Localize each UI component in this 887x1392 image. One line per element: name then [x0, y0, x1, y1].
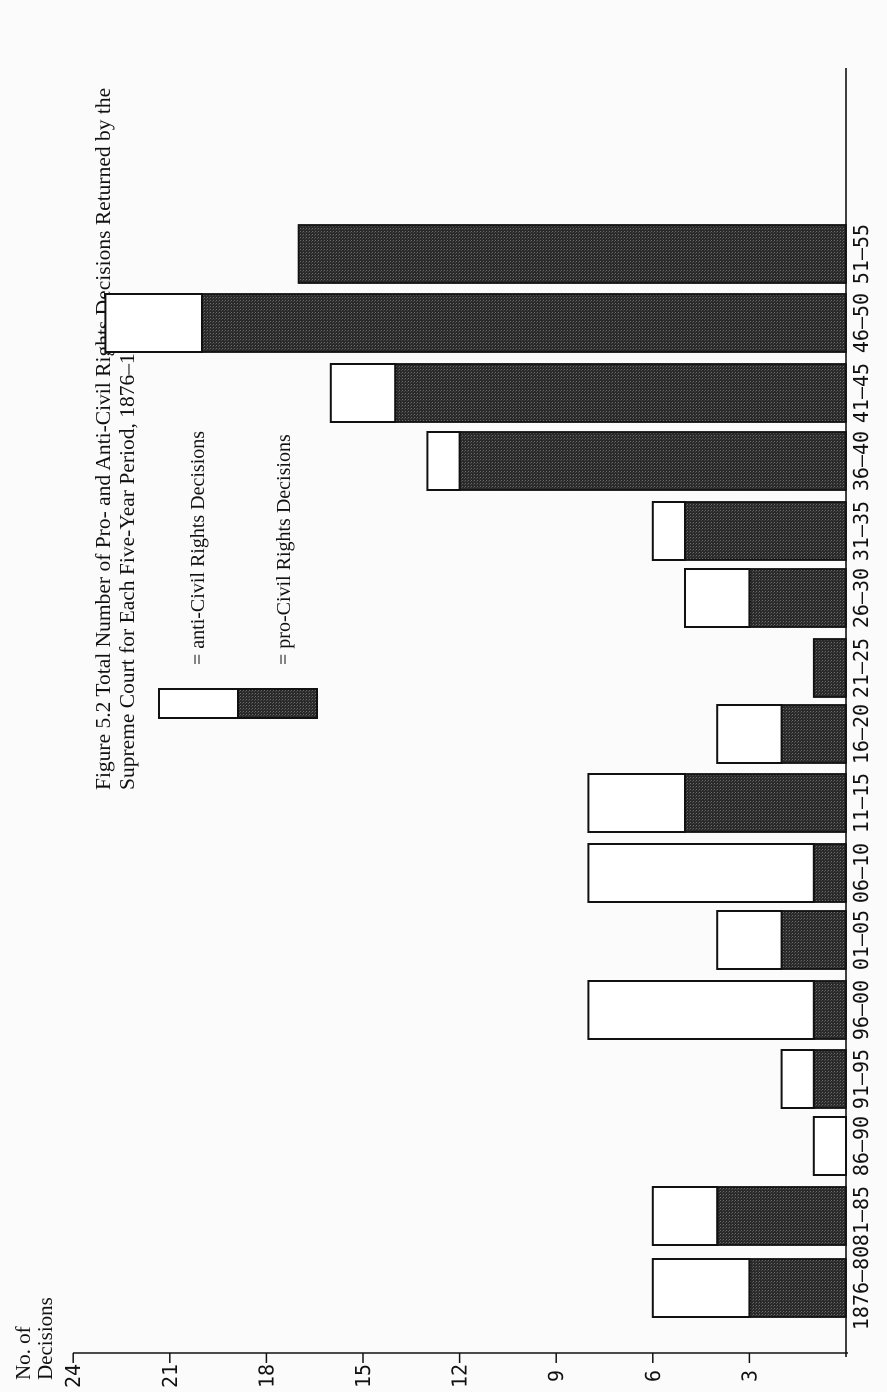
- bar-pro: [812, 1049, 847, 1109]
- x-tick-label: 41–45: [849, 363, 873, 423]
- bar-anti: [651, 501, 686, 561]
- bar-pro: [201, 293, 847, 353]
- bar-anti: [426, 431, 461, 491]
- bar-pro: [394, 363, 847, 423]
- y-tick-label: 24: [61, 1364, 85, 1388]
- x-tick-label: 86–90: [849, 1116, 873, 1176]
- y-axis-title-line1: No. of: [11, 1326, 35, 1380]
- y-tick-label: 21: [158, 1364, 182, 1388]
- bar-pro: [780, 910, 847, 970]
- chart-title: Figure 5.2 Total Number of Pro- and Anti…: [91, 88, 115, 790]
- x-tick-label: 96–00: [849, 980, 873, 1040]
- y-tick-label: 15: [351, 1364, 375, 1388]
- x-tick-label: 81–85: [849, 1186, 873, 1246]
- bar-pro: [458, 431, 847, 491]
- bar-anti: [651, 1186, 719, 1246]
- bar-pro: [748, 1258, 847, 1318]
- y-tick-label: 12: [448, 1364, 472, 1388]
- bar-pro: [684, 501, 847, 561]
- bar-pro: [780, 704, 847, 764]
- bar-pro: [812, 980, 847, 1040]
- y-axis-title: No. of Decisions: [11, 1297, 57, 1380]
- figure-caption: Figure 5.2 Total Number of Pro- and Anti…: [91, 88, 139, 790]
- y-tick-label: 9: [544, 1370, 568, 1382]
- y-axis-title-line2: Decisions: [33, 1297, 57, 1380]
- legend-label-pro: = pro-Civil Rights Decisions: [273, 434, 295, 665]
- legend-swatch-pro: [237, 688, 318, 719]
- x-tick-label: 26–30: [849, 568, 873, 628]
- bar-pro: [812, 843, 847, 903]
- x-tick-label: 46–50: [849, 293, 873, 353]
- bar-pro: [684, 773, 847, 833]
- legend-swatch-anti: [158, 688, 239, 719]
- bar-pro: [812, 638, 847, 698]
- x-tick-label: 36–40: [849, 431, 873, 491]
- bar-anti: [587, 773, 687, 833]
- bar-anti: [587, 843, 815, 903]
- x-tick-label: 91–95: [849, 1049, 873, 1109]
- x-tick-label: 21–25: [849, 638, 873, 698]
- bar-anti: [587, 980, 815, 1040]
- y-tick-label: 6: [641, 1370, 665, 1382]
- x-tick-label: 51–55: [849, 224, 873, 284]
- x-tick-label: 06–10: [849, 843, 873, 903]
- legend: = anti-Civil Rights Decisions = pro-Civi…: [158, 431, 318, 719]
- bar-anti: [684, 568, 751, 628]
- bar-anti: [104, 293, 203, 353]
- bar-pro: [297, 224, 847, 284]
- x-tick-label: 11–15: [849, 773, 873, 833]
- y-tick-label: 18: [254, 1364, 278, 1388]
- bar-anti: [329, 363, 397, 423]
- bar-anti: [812, 1116, 847, 1176]
- bar-anti: [651, 1258, 751, 1318]
- x-tick-label: 16–20: [849, 704, 873, 764]
- bar-pro: [716, 1186, 847, 1246]
- chart-subtitle: Supreme Court for Each Five-Year Period,…: [115, 321, 139, 790]
- bar-pro: [748, 568, 847, 628]
- x-tick-label: 01–05: [849, 910, 873, 970]
- legend-label-anti: = anti-Civil Rights Decisions: [187, 431, 209, 665]
- x-tick-label: 1876–80: [849, 1246, 873, 1330]
- bar-anti: [716, 704, 783, 764]
- y-tick-label: 3: [737, 1370, 761, 1382]
- x-tick-label: 31–35: [849, 501, 873, 561]
- bar-anti: [780, 1049, 815, 1109]
- bar-anti: [716, 910, 783, 970]
